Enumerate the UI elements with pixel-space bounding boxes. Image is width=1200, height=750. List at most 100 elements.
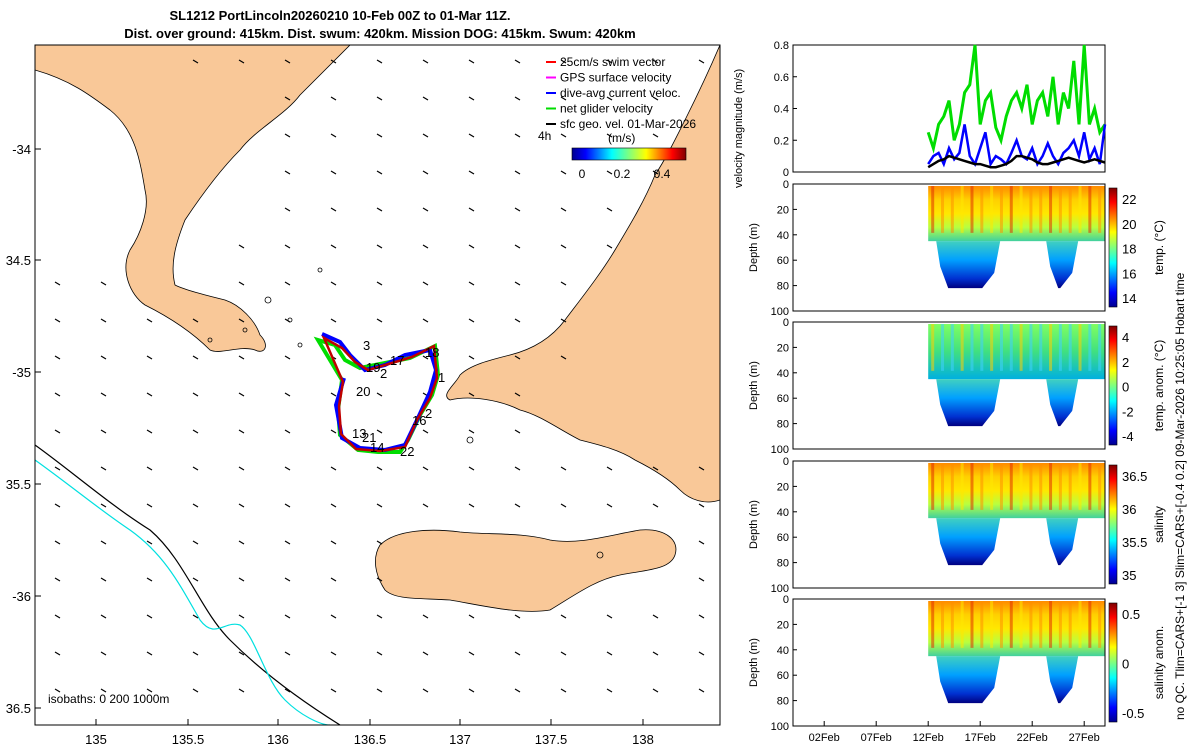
quiver-arrow — [100, 355, 107, 360]
quiver-arrow — [606, 466, 613, 471]
quiver-arrow — [560, 355, 567, 360]
quiver-arrow — [376, 281, 383, 286]
section-streak — [950, 463, 954, 510]
quiver-arrow — [376, 688, 383, 693]
quiver-arrow — [284, 503, 291, 508]
quiver-arrow — [284, 392, 291, 397]
section-streak — [950, 324, 954, 371]
colorbar-tick-label: 22 — [1122, 192, 1136, 207]
quiver-arrow — [284, 59, 291, 64]
day-label: 13 — [352, 426, 366, 441]
quiver-arrow — [284, 651, 291, 656]
section-streak — [1029, 186, 1033, 233]
quiver-arrow — [376, 392, 383, 397]
longitude-ticks: 135 135.5 136 136.5 137 137.5 138 — [85, 719, 654, 747]
quiver-arrow — [514, 503, 521, 508]
depth-tick-label: 20 — [777, 342, 789, 354]
island — [297, 342, 303, 348]
quiver-arrow — [330, 96, 337, 101]
quiver-arrow — [238, 614, 245, 619]
section-streak — [1049, 186, 1053, 233]
velocity-series-line — [926, 44, 1107, 154]
legend-label: net glider velocity — [560, 102, 653, 116]
quiver-arrow — [560, 170, 567, 175]
section-streak — [1058, 601, 1062, 648]
section-colorbar — [1108, 187, 1118, 308]
section-streak — [1068, 186, 1072, 233]
section-streak — [1098, 463, 1102, 510]
section-streak — [1068, 463, 1072, 510]
quiver-arrow — [514, 133, 521, 138]
depth-tick-label: 80 — [777, 696, 789, 708]
quiver-arrow — [330, 244, 337, 249]
quiver-arrow — [192, 318, 199, 323]
colorbar-tick-2: 0.4 — [654, 167, 671, 181]
quiver-arrow — [514, 318, 521, 323]
time-tick-label: 27Feb — [1069, 732, 1100, 744]
quiver-arrow — [698, 540, 705, 545]
quiver-arrow — [652, 59, 659, 64]
quiver-arrow — [330, 170, 337, 175]
section-streak — [999, 463, 1003, 510]
section-streak — [1088, 463, 1092, 510]
section-frame — [792, 183, 1106, 312]
quiver-arrow — [146, 429, 153, 434]
section-deep-lobe — [936, 379, 1001, 427]
section-upper-layer — [928, 186, 1105, 242]
legend-label: GPS surface velocity — [560, 71, 671, 85]
section-streak — [990, 186, 994, 233]
quiver-arrow — [422, 466, 429, 471]
colorbar-tick-label: 35 — [1122, 568, 1136, 583]
small-islands — [207, 267, 604, 559]
colorbar-tick-label: 18 — [1122, 242, 1136, 257]
time-tick-label: 02Feb — [809, 732, 840, 744]
colorbar-tick-label: 20 — [1122, 217, 1136, 232]
quiver-arrow — [284, 244, 291, 249]
depth-tick-label: 40 — [777, 368, 789, 380]
quiver-arrow — [100, 392, 107, 397]
section-streak — [980, 463, 984, 510]
quiver-arrow — [422, 59, 429, 64]
map-frame — [34, 44, 721, 726]
quiver-arrow — [238, 318, 245, 323]
island — [466, 436, 474, 444]
section-upper-layer — [928, 463, 1105, 519]
quiver-arrow — [284, 466, 291, 471]
quiver-arrow — [652, 96, 659, 101]
section-streak — [931, 463, 935, 510]
quiver-arrow — [330, 318, 337, 323]
quiver-arrow — [468, 614, 475, 619]
colorbar-tick-label: 16 — [1122, 266, 1136, 281]
day-label: 2 — [380, 366, 387, 381]
quiver-arrow — [652, 133, 659, 138]
depth-tick-label: 100 — [771, 721, 789, 733]
quiver-arrow — [146, 614, 153, 619]
quiver-arrow — [606, 133, 613, 138]
section-streak — [1019, 324, 1023, 371]
section-streak — [1009, 601, 1013, 648]
island — [264, 296, 272, 304]
quiver-arrow — [54, 318, 61, 323]
quiver-arrow — [100, 688, 107, 693]
quiver-arrow — [514, 392, 521, 397]
lon-tick-label: 136.5 — [354, 732, 387, 747]
latitude-ticks: -34 34.5 -35 35.5 -36 36.5 — [6, 142, 41, 716]
section-streak — [999, 601, 1003, 648]
quiver-arrow — [422, 429, 429, 434]
colorbar-tick-label: 36 — [1122, 502, 1136, 517]
isobath-1000m — [35, 459, 331, 725]
depth-tick-label: 0 — [783, 179, 789, 191]
section-streak — [960, 463, 964, 510]
track-swim-vector — [321, 335, 439, 453]
colorbar-tick-label: 0 — [1122, 657, 1129, 672]
velocity-tick-label: 0.6 — [774, 72, 789, 84]
colorbar-tick-label: 35.5 — [1122, 535, 1147, 550]
quiver-arrow — [376, 207, 383, 212]
quiver-arrow — [376, 318, 383, 323]
section-streak — [960, 324, 964, 371]
lon-tick-label: 138 — [632, 732, 654, 747]
depth-tick-label: 80 — [777, 558, 789, 570]
quiver-arrow — [698, 466, 705, 471]
quiver-arrow — [192, 59, 199, 64]
lon-tick-label: 137.5 — [535, 732, 568, 747]
